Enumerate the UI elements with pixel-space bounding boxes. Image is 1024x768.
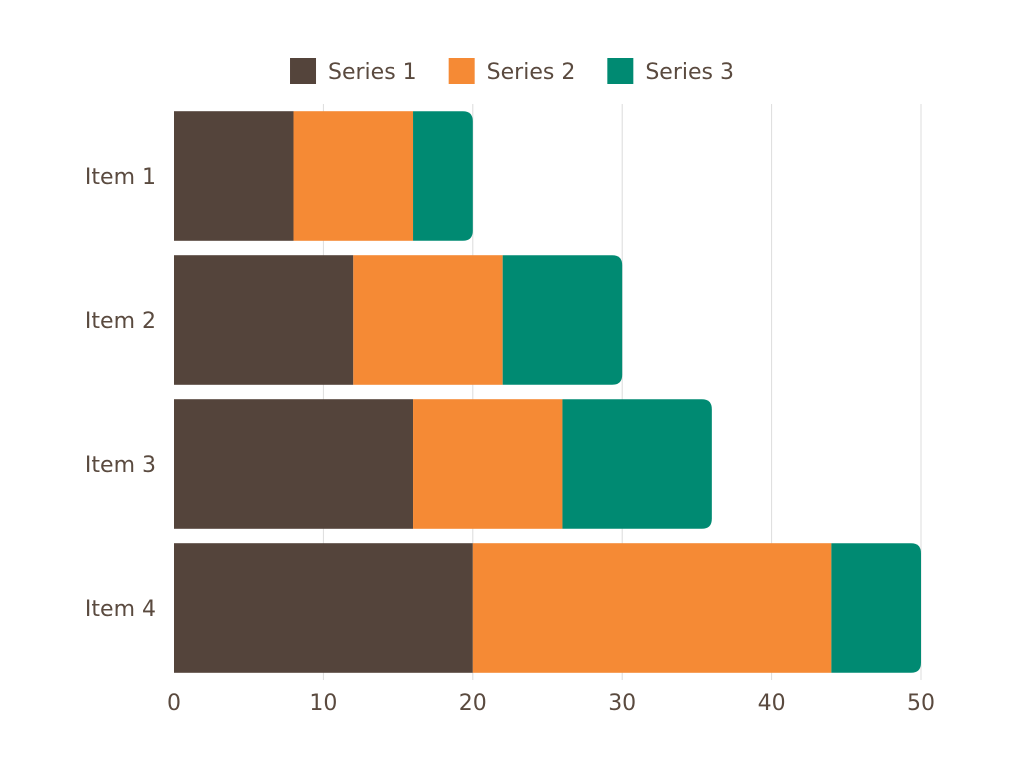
bar-item-4-series-1 [174, 543, 473, 673]
y-category-label: Item 3 [85, 453, 156, 478]
bar-item-2-series-3 [502, 255, 623, 385]
bar-item-4-series-2 [472, 543, 832, 673]
legend-item-series-3: Series 3 [607, 58, 734, 85]
bars [174, 111, 921, 673]
x-tick-label: 10 [309, 691, 337, 716]
y-category-label: Item 4 [85, 597, 156, 622]
legend-swatch [607, 58, 634, 84]
x-tick-label: 0 [167, 691, 181, 716]
bar-item-2-series-1 [174, 255, 354, 385]
legend-swatch [290, 58, 317, 84]
x-tick-label: 20 [459, 691, 487, 716]
legend-label: Series 3 [645, 60, 734, 85]
bar-item-3-series-3 [562, 399, 712, 529]
y-category-label: Item 1 [85, 165, 156, 190]
bar-item-1-series-1 [174, 111, 294, 241]
legend-label: Series 1 [328, 60, 417, 85]
y-category-label: Item 2 [85, 309, 156, 334]
legend: Series 1 Series 2 Series 3 [290, 58, 734, 85]
axis-labels: 0 10 20 30 40 50 Item 1 Item 2 Item 3 Item 4 [85, 165, 935, 716]
legend-item-series-2: Series 2 [448, 58, 576, 85]
legend-item-series-1: Series 1 [290, 58, 417, 85]
bar-item-1-series-2 [293, 111, 414, 241]
x-tick-label: 40 [758, 691, 786, 716]
bar-item-3-series-1 [174, 399, 414, 529]
bar-item-3-series-2 [413, 399, 563, 529]
bar-item-4-series-3 [831, 543, 921, 673]
bar-item-1-series-3 [413, 111, 473, 241]
bar-item-2-series-2 [353, 255, 503, 385]
legend-swatch [448, 58, 475, 84]
x-tick-label: 30 [608, 691, 636, 716]
legend-label: Series 2 [487, 60, 576, 85]
x-tick-label: 50 [907, 691, 935, 716]
